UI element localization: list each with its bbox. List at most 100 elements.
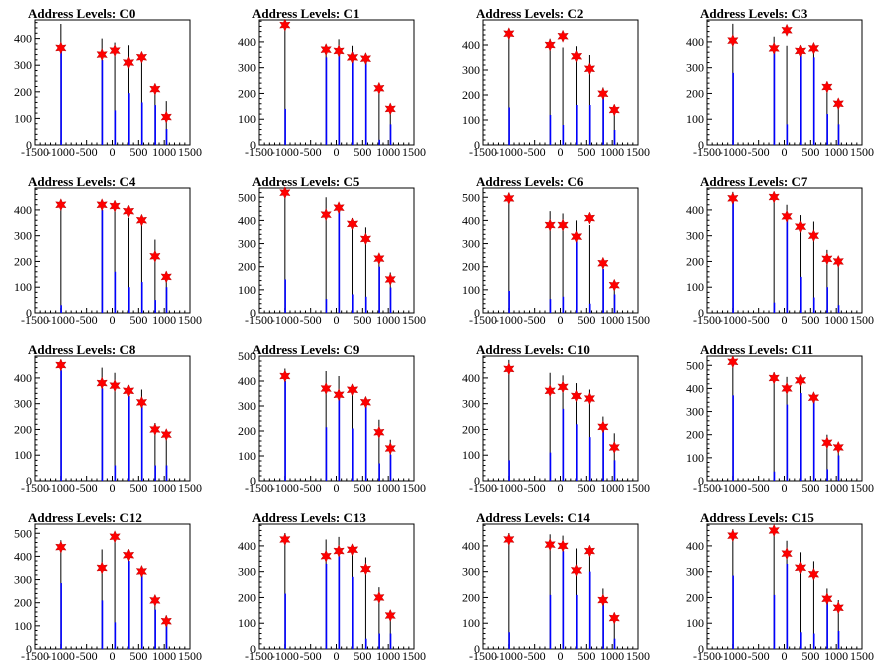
peak-marker [597, 593, 609, 607]
x-tick-label: -1000 [495, 313, 523, 327]
peak-marker [135, 564, 148, 578]
x-tick-label: 0 [334, 145, 340, 159]
y-tick-label: 100 [462, 113, 480, 127]
x-tick-label: -1500 [245, 313, 273, 327]
y-tick-label: 400 [238, 213, 256, 227]
y-tick-label: 400 [14, 549, 32, 563]
histogram-panel: Address Levels: C0 0 100 200 300 400 -1500 -100… [0, 0, 224, 168]
y-tick-label: 500 [14, 526, 32, 540]
histogram-plot: 0 100 200 300 400 -1500-1000 -500 0 500 1000 1500 [238, 523, 426, 663]
y-tick-label: 200 [462, 88, 480, 102]
y-tick-label: 0 [250, 138, 256, 152]
x-tick-label: -1000 [47, 313, 75, 327]
peak-marker [781, 547, 793, 561]
histogram-plot: 0 100 200 300 400 500 -1500-1000 -500 0 500 1000 15… [686, 355, 874, 495]
y-tick-label: 100 [462, 616, 480, 630]
y-tick-label: 0 [26, 642, 32, 656]
x-tick-label: -500 [76, 649, 98, 663]
peak-marker [832, 254, 844, 268]
y-tick-label: 0 [26, 306, 32, 320]
x-tick-label: 500 [577, 481, 595, 495]
peak-marker [597, 87, 609, 101]
x-tick-label: 1000 [824, 145, 848, 159]
chart-title: Address Levels: C3 [700, 6, 808, 21]
histogram-plot: 0 100 200 300 400 -1500-1000 -500 0 500 1000 1500 [462, 355, 650, 495]
chart-title: Address Levels: C9 [252, 342, 360, 357]
peak-marker [794, 373, 807, 387]
y-tick-label: 100 [462, 283, 480, 297]
peak-marker [122, 56, 135, 70]
y-tick-label: 200 [686, 428, 704, 442]
histogram-panel: Address Levels: C1 0 100 200 300 400 -1500 -100… [224, 0, 448, 168]
x-tick-label: 1000 [152, 649, 176, 663]
x-tick-label: -1500 [245, 145, 273, 159]
chart-title: Address Levels: C4 [28, 174, 136, 189]
peak-marker [346, 50, 359, 64]
peak-marker [781, 381, 793, 395]
y-tick-label: 200 [14, 254, 32, 268]
peak-marker [727, 529, 739, 543]
x-tick-label: -1500 [693, 145, 721, 159]
plot-frame [706, 187, 863, 314]
peak-marker [781, 23, 793, 37]
x-tick-label: -1000 [719, 145, 747, 159]
y-tick-label: 100 [238, 616, 256, 630]
x-tick-label: 1500 [402, 313, 426, 327]
x-tick-label: -500 [300, 481, 322, 495]
x-tick-label: 0 [782, 313, 788, 327]
y-tick-label: 100 [686, 112, 704, 126]
y-tick-label: 0 [698, 138, 704, 152]
peak-marker [608, 440, 620, 454]
chart-title: Address Levels: C1 [252, 6, 360, 21]
peak-marker [557, 539, 569, 553]
x-tick-label: 0 [782, 649, 788, 663]
peak-marker [122, 548, 135, 562]
x-tick-label: 1500 [626, 649, 650, 663]
x-tick-label: 1500 [402, 649, 426, 663]
peak-marker [503, 191, 515, 205]
histogram-plot: 0 100 200 300 400 500 -1500-1000 -500 0 500 1000 15… [14, 523, 202, 663]
histogram-panel: Address Levels: C11 0 100 200 300 400 500 -1500… [672, 336, 896, 504]
x-tick-label: -1000 [719, 481, 747, 495]
peak-marker [544, 218, 556, 232]
y-tick-label: 400 [238, 539, 256, 553]
y-tick-label: 200 [462, 260, 480, 274]
y-tick-label: 0 [26, 474, 32, 488]
x-tick-label: -1000 [495, 481, 523, 495]
y-tick-label: 400 [686, 539, 704, 553]
histogram-panel: Address Levels: C15 0 100 200 300 400 -1500 -10… [672, 504, 896, 672]
histogram-panel: Address Levels: C4 0 100 200 300 400 -1500 -100… [0, 168, 224, 336]
chart-title: Address Levels: C7 [700, 174, 808, 189]
y-tick-label: 0 [474, 474, 480, 488]
peak-marker [503, 362, 515, 376]
histogram-panel: Address Levels: C7 0 100 200 300 400 -1500 -100… [672, 168, 896, 336]
x-tick-label: 1500 [178, 313, 202, 327]
peak-marker [583, 62, 596, 76]
peak-marker [768, 371, 780, 385]
peak-marker [583, 392, 596, 406]
histogram-panel: Address Levels: C3 0 100 200 300 400 -1500 -100… [672, 0, 896, 168]
x-tick-label: 0 [558, 313, 564, 327]
x-tick-label: -1500 [21, 649, 49, 663]
histogram-plot: 0 100 200 300 400 -1500-1000 -500 0 500 1000 1500 [14, 355, 202, 495]
y-tick-label: 400 [462, 371, 480, 385]
y-tick-label: 400 [14, 371, 32, 385]
x-tick-label: 1000 [824, 313, 848, 327]
histogram-plot: 0 100 200 300 400 -1500-1000 -500 0 500 1000 1500 [686, 19, 874, 159]
peak-marker [821, 80, 833, 94]
y-tick-label: 300 [14, 229, 32, 243]
x-tick-label: -1000 [47, 481, 75, 495]
chart-title: Address Levels: C11 [700, 342, 814, 357]
peak-marker [821, 592, 833, 606]
x-tick-label: 500 [129, 481, 147, 495]
y-tick-label: 500 [238, 190, 256, 204]
y-tick-label: 0 [474, 306, 480, 320]
chart-title: Address Levels: C2 [476, 6, 584, 21]
chart-title: Address Levels: C8 [28, 342, 136, 357]
x-tick-label: 500 [577, 313, 595, 327]
y-tick-label: 0 [698, 474, 704, 488]
peak-marker [346, 217, 359, 231]
peak-marker [807, 229, 820, 243]
peak-marker [608, 103, 620, 117]
peak-marker [373, 425, 385, 439]
